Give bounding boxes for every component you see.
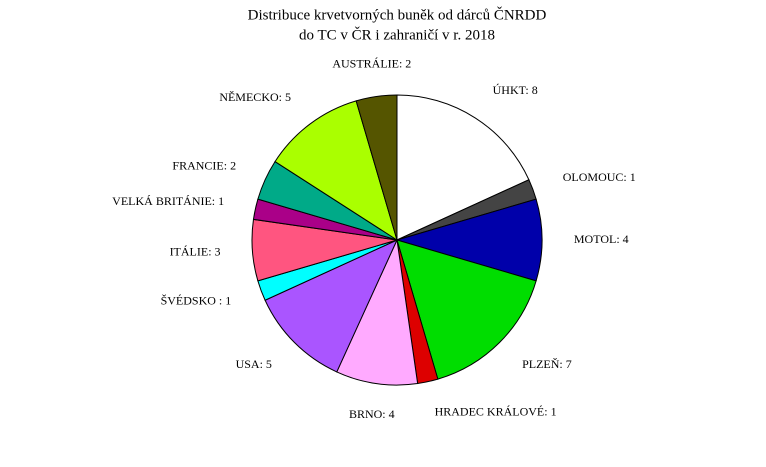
- chart-title: Distribuce krvetvorných buněk od dárců Č…: [248, 6, 547, 23]
- slice-label: ŠVÉDSKO : 1: [161, 294, 232, 308]
- slice-label: MOTOL: 4: [574, 232, 629, 246]
- slice-label: FRANCIE: 2: [172, 158, 236, 172]
- chart-title: do TC v ČR i zahraničí v r. 2018: [299, 26, 495, 43]
- slice-label: ITÁLIE: 3: [170, 244, 221, 258]
- pie-slice: [396, 239, 537, 380]
- slice-label: BRNO: 4: [349, 407, 395, 421]
- pie-slice: [355, 94, 398, 241]
- pie-slice: [264, 238, 399, 373]
- pie-slice: [336, 238, 419, 386]
- slice-label: OLOMOUC: 1: [563, 170, 636, 184]
- slice-label: ÚHKT: 8: [493, 83, 538, 97]
- pie-slice: [274, 100, 398, 242]
- slice-label: PLZEŇ: 7: [522, 357, 572, 371]
- slice-label: USA: 5: [236, 357, 272, 371]
- slice-label: AUSTRÁLIE: 2: [332, 57, 411, 71]
- pie-slice: [395, 198, 543, 282]
- slice-label: HRADEC KRÁLOVÉ: 1: [435, 405, 557, 419]
- slice-label: NĚMECKO: 5: [219, 90, 291, 104]
- slice-label: VELKÁ BRITÁNIE: 1: [112, 194, 224, 208]
- pie-slice: [396, 94, 530, 241]
